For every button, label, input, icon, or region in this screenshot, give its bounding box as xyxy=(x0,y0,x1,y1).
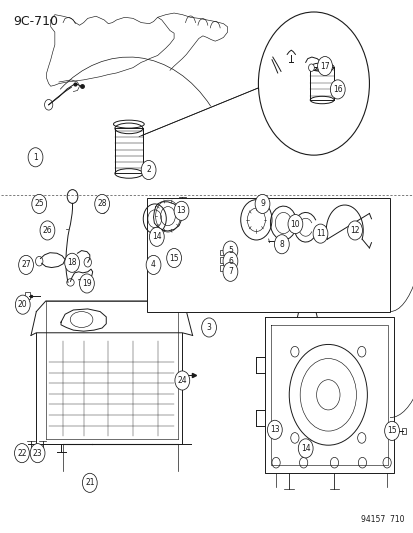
Circle shape xyxy=(15,295,30,314)
Text: 7: 7 xyxy=(228,268,233,276)
Circle shape xyxy=(32,195,47,214)
Circle shape xyxy=(146,255,161,274)
Circle shape xyxy=(40,221,55,240)
Circle shape xyxy=(28,148,43,167)
Text: 3: 3 xyxy=(206,323,211,332)
Text: 9: 9 xyxy=(259,199,264,208)
Text: 9C-710: 9C-710 xyxy=(14,14,59,28)
Circle shape xyxy=(201,318,216,337)
Text: 20: 20 xyxy=(18,300,28,309)
Circle shape xyxy=(384,421,399,440)
Circle shape xyxy=(19,255,33,274)
Circle shape xyxy=(274,235,289,254)
Circle shape xyxy=(223,262,237,281)
Circle shape xyxy=(347,221,361,240)
Circle shape xyxy=(258,12,368,155)
Text: 16: 16 xyxy=(332,85,342,94)
Text: 19: 19 xyxy=(82,279,92,288)
Circle shape xyxy=(287,215,302,233)
Text: 13: 13 xyxy=(269,425,279,434)
Text: 11: 11 xyxy=(315,229,325,238)
Bar xyxy=(220,249,228,255)
Text: 27: 27 xyxy=(21,261,31,269)
Text: 24: 24 xyxy=(177,376,187,385)
Circle shape xyxy=(223,252,237,271)
Bar xyxy=(220,265,228,271)
Text: 5: 5 xyxy=(228,246,233,255)
Text: 21: 21 xyxy=(85,478,94,487)
Circle shape xyxy=(149,227,164,246)
Text: 4: 4 xyxy=(151,261,156,269)
Text: 14: 14 xyxy=(152,232,161,241)
Circle shape xyxy=(254,195,269,214)
Bar xyxy=(115,128,142,173)
Bar xyxy=(309,67,333,100)
Circle shape xyxy=(267,420,282,439)
Circle shape xyxy=(174,201,188,220)
Circle shape xyxy=(308,64,313,71)
Text: 18: 18 xyxy=(67,259,77,267)
Circle shape xyxy=(82,473,97,492)
Text: 12: 12 xyxy=(349,226,359,235)
Text: 94157  710: 94157 710 xyxy=(360,515,404,523)
Text: 23: 23 xyxy=(33,449,42,458)
Text: 6: 6 xyxy=(228,257,233,265)
Circle shape xyxy=(330,80,344,99)
Text: 26: 26 xyxy=(43,226,52,235)
Text: 13: 13 xyxy=(176,206,186,215)
Bar xyxy=(220,257,228,263)
Text: 17: 17 xyxy=(319,62,329,70)
Circle shape xyxy=(223,241,237,260)
Text: 8: 8 xyxy=(279,240,284,249)
Bar xyxy=(25,292,30,300)
Bar xyxy=(401,427,406,434)
Text: 22: 22 xyxy=(17,449,26,458)
Text: 15: 15 xyxy=(169,254,178,263)
Circle shape xyxy=(317,56,332,76)
Text: 10: 10 xyxy=(290,220,299,229)
Text: 25: 25 xyxy=(34,199,44,208)
Circle shape xyxy=(79,274,94,293)
Circle shape xyxy=(141,160,156,180)
Circle shape xyxy=(30,443,45,463)
Circle shape xyxy=(175,371,189,390)
Circle shape xyxy=(64,253,79,272)
Circle shape xyxy=(14,443,29,463)
Circle shape xyxy=(312,224,327,243)
Circle shape xyxy=(166,248,181,268)
Text: 1: 1 xyxy=(33,153,38,162)
Bar xyxy=(147,198,389,312)
Text: 28: 28 xyxy=(97,199,107,208)
Circle shape xyxy=(95,195,109,214)
Circle shape xyxy=(298,439,312,458)
Text: 2: 2 xyxy=(146,166,151,174)
Text: 14: 14 xyxy=(300,444,310,453)
Text: 15: 15 xyxy=(386,426,396,435)
